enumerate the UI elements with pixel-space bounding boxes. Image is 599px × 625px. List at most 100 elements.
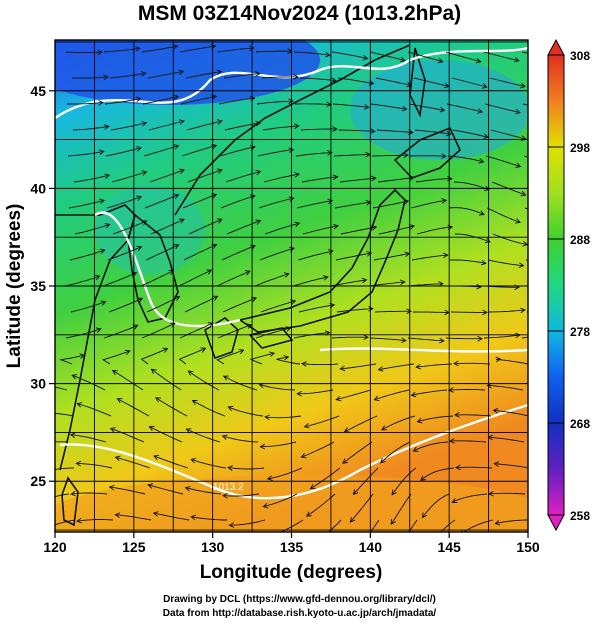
streamline-arrow	[108, 484, 115, 491]
streamline-arrow	[249, 45, 255, 52]
streamline-arrow	[255, 120, 262, 127]
streamline-arrow	[136, 245, 143, 251]
streamline	[372, 200, 409, 209]
streamline-arrow	[362, 54, 369, 61]
streamline	[67, 102, 103, 105]
streamline-arrow	[141, 121, 148, 127]
isobar-korea	[94, 211, 241, 328]
streamline-arrow	[70, 490, 76, 497]
streamline	[249, 352, 275, 365]
colorbar-tick-label: 298	[570, 141, 590, 155]
streamline	[55, 386, 68, 391]
streamline	[190, 458, 227, 469]
streamline	[413, 441, 449, 452]
chart-title: MSM 03Z14Nov2024 (1013.2hPa)	[137, 2, 462, 25]
streamline	[147, 70, 184, 79]
streamline-arrow	[222, 492, 228, 499]
streamlines	[55, 43, 528, 532]
streamline-arrow	[228, 522, 235, 528]
streamline	[218, 97, 255, 105]
streamline	[186, 428, 221, 443]
cold-area-north	[55, 40, 320, 105]
x-tick-label: 140	[359, 539, 383, 555]
streamline-arrow	[325, 51, 331, 58]
streamline	[222, 297, 257, 313]
streamline	[110, 427, 145, 443]
colorbar-bottom-arrow	[547, 514, 565, 532]
streamline	[297, 389, 334, 395]
coastline-russia	[174, 44, 411, 216]
streamline	[368, 281, 405, 287]
streamline	[105, 147, 142, 157]
streamline	[445, 51, 481, 63]
streamline	[377, 177, 414, 183]
colorbar-tick-label: 278	[570, 325, 590, 339]
streamline	[370, 519, 380, 532]
streamline	[155, 397, 188, 417]
streamline-arrow	[335, 395, 342, 402]
streamline	[462, 519, 494, 532]
streamline-arrow	[98, 100, 104, 106]
streamline-arrow	[520, 190, 527, 197]
streamline-arrow	[449, 438, 455, 444]
streamline-arrow	[441, 198, 448, 204]
streamline	[276, 356, 301, 365]
streamline-arrow	[441, 153, 447, 159]
streamline-arrow	[415, 363, 421, 370]
y-tick-label: 35	[30, 278, 46, 294]
streamline-arrow	[363, 334, 369, 341]
streamline-arrow	[399, 279, 406, 286]
streamline	[260, 300, 296, 313]
streamline	[186, 120, 223, 131]
streamline	[496, 358, 528, 365]
streamline	[259, 247, 295, 261]
streamline-arrow	[403, 199, 410, 205]
streamline-arrow	[131, 271, 138, 277]
streamline-arrow	[287, 48, 293, 55]
coastline-sakhalin	[409, 47, 426, 118]
cold-area-northeast	[350, 60, 528, 160]
streamline-arrow	[246, 323, 253, 329]
streamline	[188, 370, 220, 391]
streamline-arrow	[494, 520, 501, 526]
streamline-arrow	[476, 283, 482, 290]
streamline	[258, 197, 294, 209]
streamline-arrow	[173, 94, 180, 101]
streamline-arrow	[327, 198, 334, 205]
streamline	[411, 389, 448, 396]
streamline-arrow	[303, 423, 310, 429]
streamline	[420, 467, 455, 481]
streamline	[255, 327, 291, 339]
streamline	[192, 400, 226, 417]
streamline	[257, 149, 294, 157]
streamline-arrow	[366, 250, 373, 257]
streamline	[102, 350, 130, 365]
streamline-arrow	[150, 368, 157, 375]
streamline	[411, 254, 448, 261]
streamline-arrow	[406, 308, 412, 314]
streamline-arrow	[244, 270, 251, 276]
streamline-arrow	[412, 446, 419, 452]
streamline-arrow	[137, 297, 144, 303]
streamline-arrow	[296, 390, 302, 397]
streamline-arrow	[439, 337, 445, 344]
streamline	[55, 441, 69, 443]
streamline	[191, 516, 227, 521]
streamline	[417, 415, 454, 423]
streamline	[178, 347, 206, 365]
streamline	[452, 129, 489, 138]
streamline-arrow	[416, 417, 423, 424]
streamline	[262, 125, 299, 131]
streamline-arrow	[331, 77, 337, 83]
streamline-arrow	[71, 374, 78, 380]
streamline	[183, 244, 217, 261]
streamline	[220, 195, 255, 209]
coastline-korea	[127, 213, 179, 323]
streamline-arrow	[343, 427, 350, 433]
streamline-arrow	[309, 484, 316, 490]
streamline	[148, 484, 184, 495]
streamline-arrow	[283, 272, 290, 278]
streamline-arrow	[153, 454, 160, 461]
y-tick-label: 45	[30, 83, 46, 99]
